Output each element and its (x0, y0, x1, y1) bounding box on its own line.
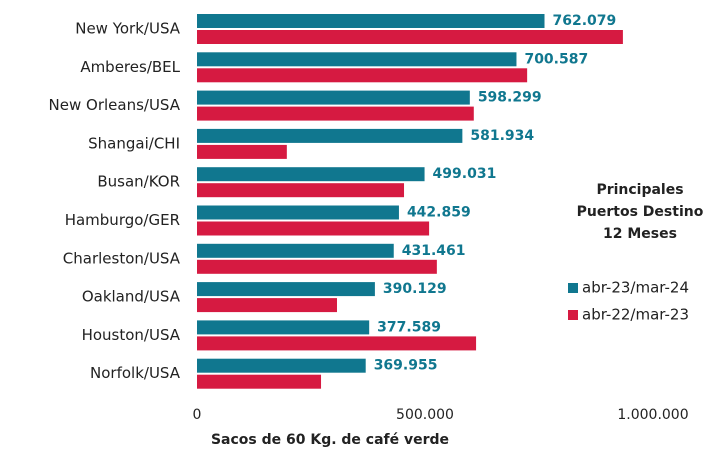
category-label: Amberes/BEL (80, 58, 180, 76)
value-label: 390.129 (383, 281, 447, 297)
value-label: 762.079 (553, 13, 617, 29)
category-label: Norfolk/USA (90, 364, 181, 382)
legend-title: Puertos Destino (577, 204, 704, 220)
bar (197, 14, 545, 28)
value-label: 431.461 (402, 243, 466, 259)
bar (197, 298, 337, 313)
x-tick-label: 1.000.000 (617, 407, 688, 423)
legend-swatch (568, 310, 578, 320)
value-label: 499.031 (433, 166, 497, 182)
value-label: 581.934 (470, 128, 534, 144)
bar (197, 336, 477, 351)
bar (197, 221, 430, 236)
value-label: 369.955 (374, 358, 438, 374)
legend-label: abr-22/mar-23 (582, 306, 689, 324)
bar (197, 374, 322, 389)
category-label: Hamburgo/GER (65, 211, 180, 229)
category-label: Oakland/USA (82, 288, 181, 306)
legend-swatch (568, 283, 578, 293)
legend-title: 12 Meses (603, 226, 677, 242)
x-tick-label: 0 (193, 407, 202, 423)
category-label: Charleston/USA (63, 249, 181, 267)
value-label: 442.859 (407, 205, 471, 221)
category-label: Houston/USA (82, 326, 181, 344)
bar (197, 68, 528, 83)
bar (197, 30, 623, 44)
x-tick-label: 500.000 (396, 407, 454, 423)
legend-label: abr-23/mar-24 (582, 279, 689, 297)
category-label: New Orleans/USA (49, 96, 181, 114)
category-label: Busan/KOR (97, 173, 180, 191)
bar (197, 183, 405, 198)
bar (197, 128, 463, 143)
bar (197, 52, 517, 67)
bar (197, 167, 425, 182)
x-axis-label: Sacos de 60 Kg. de café verde (211, 432, 449, 448)
bar (197, 205, 399, 220)
bar (197, 90, 470, 105)
bar (197, 259, 437, 274)
bar (197, 320, 370, 335)
bar (197, 243, 394, 258)
value-label: 377.589 (377, 319, 441, 335)
category-label: Shangai/CHI (88, 134, 180, 152)
bar (197, 106, 474, 121)
value-label: 700.587 (524, 51, 588, 67)
value-label: 598.299 (478, 90, 542, 106)
bar (197, 282, 375, 297)
bar (197, 144, 287, 159)
category-label: New York/USA (75, 20, 181, 38)
bar (197, 358, 366, 373)
legend-title: Principales (596, 182, 683, 198)
